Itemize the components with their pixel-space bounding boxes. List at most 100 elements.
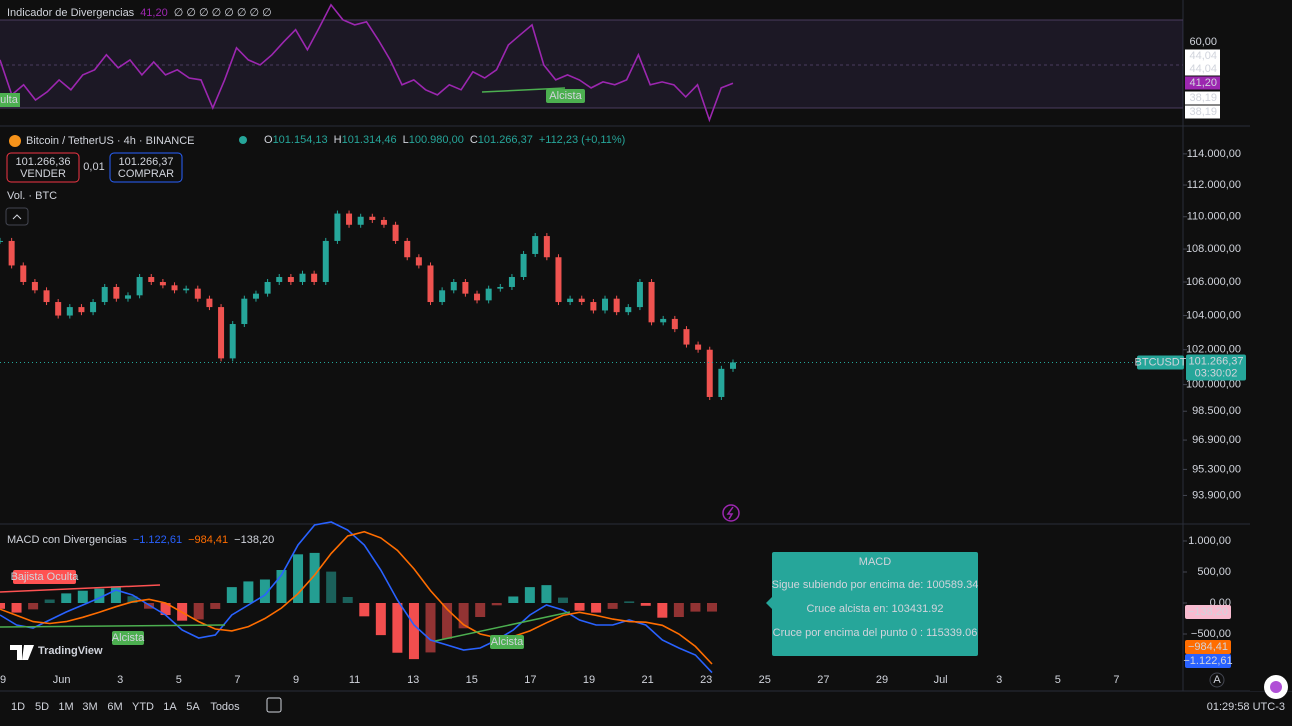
candle bbox=[636, 281, 643, 308]
candle bbox=[485, 288, 492, 301]
divergence-line bbox=[0, 624, 226, 628]
histogram-bar bbox=[392, 602, 403, 653]
candle bbox=[136, 277, 143, 296]
tooltip-line: Cruce por encima del punto 0 : 115339.06 bbox=[773, 627, 978, 639]
time-label: 21 bbox=[641, 674, 653, 686]
histogram-bar bbox=[326, 571, 337, 603]
price-tick-label: 110.000,00 bbox=[1187, 211, 1241, 223]
time-label: 23 bbox=[700, 674, 712, 686]
date-range-icon[interactable] bbox=[266, 697, 282, 713]
bitcoin-icon bbox=[9, 135, 21, 147]
candle bbox=[380, 219, 387, 225]
candle bbox=[357, 216, 364, 225]
candle bbox=[101, 286, 108, 303]
candle bbox=[462, 281, 469, 294]
candle bbox=[264, 281, 271, 294]
rsi-scale-box bbox=[1185, 49, 1220, 63]
buy-button[interactable] bbox=[109, 152, 183, 183]
scale-mode-button[interactable] bbox=[1209, 672, 1225, 688]
histogram-bar bbox=[557, 597, 568, 603]
histogram-bar bbox=[524, 587, 535, 603]
range-button[interactable]: 6M bbox=[107, 701, 122, 713]
rsi-flags: ∅ ∅ ∅ ∅ ∅ ∅ ∅ ∅ bbox=[174, 7, 272, 19]
histogram-bar bbox=[259, 579, 270, 603]
scale-mode: A bbox=[1213, 674, 1221, 686]
rsi-scale-label: 38,19 bbox=[1189, 106, 1217, 118]
macd-value-tag bbox=[1185, 654, 1231, 668]
rsi-scale-label: 44,04 bbox=[1189, 50, 1217, 62]
histogram-bar bbox=[293, 554, 304, 603]
candle bbox=[31, 281, 38, 291]
range-button[interactable]: 3M bbox=[82, 701, 97, 713]
macd-label: Alcista bbox=[112, 632, 145, 644]
tooltip bbox=[772, 552, 978, 656]
range-button[interactable]: 1D bbox=[11, 701, 25, 713]
collapse-button[interactable] bbox=[5, 207, 29, 226]
histogram-bar bbox=[243, 581, 254, 603]
change: +112,23 (+0,11%) bbox=[539, 134, 625, 146]
range-button[interactable]: 5A bbox=[186, 701, 200, 713]
histogram-bar bbox=[591, 602, 602, 613]
candle bbox=[648, 281, 655, 323]
range-button[interactable]: 1M bbox=[58, 701, 73, 713]
histogram-bar bbox=[475, 602, 486, 618]
candle bbox=[567, 298, 574, 303]
rsi-title: Indicador de Divergencias bbox=[7, 7, 135, 19]
logo-mark bbox=[10, 645, 34, 660]
histogram-bar bbox=[127, 596, 138, 603]
tooltip-arrow bbox=[766, 597, 772, 609]
lightning-icon[interactable] bbox=[722, 504, 740, 522]
macd-label: Alcista bbox=[491, 636, 524, 648]
price-tick-label: 95.300,00 bbox=[1192, 463, 1241, 475]
clock: 01:29:58 UTC-3 bbox=[1207, 701, 1285, 713]
histogram-bar bbox=[61, 593, 72, 603]
ohlc-key: C bbox=[470, 134, 478, 146]
sell-label: VENDER bbox=[20, 168, 66, 180]
price-tick-label: 96.900,00 bbox=[1192, 434, 1241, 446]
candle bbox=[159, 281, 166, 286]
histogram-bar bbox=[673, 602, 684, 618]
range-button[interactable]: Todos bbox=[210, 701, 240, 713]
histogram-bar bbox=[624, 601, 635, 603]
candle bbox=[415, 257, 422, 266]
macd-value-tag-label: −1.122,61 bbox=[1183, 655, 1232, 667]
price-tag: 101.266,37 bbox=[1188, 355, 1243, 367]
rsi-scale-box bbox=[1185, 76, 1220, 90]
candle bbox=[602, 298, 609, 311]
candle bbox=[578, 298, 585, 303]
histogram-bar bbox=[210, 602, 221, 609]
price-tick-label: 106.000,00 bbox=[1186, 276, 1241, 288]
ohlc-key: H bbox=[334, 134, 342, 146]
histogram-bar bbox=[425, 602, 436, 653]
divergence-line bbox=[0, 584, 161, 593]
rsi-scale-label: 44,04 bbox=[1189, 63, 1217, 75]
candle bbox=[299, 273, 306, 282]
candle bbox=[287, 277, 294, 282]
candle bbox=[218, 307, 225, 359]
histogram-bar bbox=[607, 602, 618, 609]
candle bbox=[322, 240, 329, 282]
candle bbox=[276, 277, 283, 282]
candle bbox=[450, 281, 457, 291]
histogram-bar bbox=[442, 602, 453, 639]
candle bbox=[543, 236, 550, 258]
candle bbox=[252, 293, 259, 299]
range-button[interactable]: 1A bbox=[163, 701, 177, 713]
candle bbox=[148, 277, 155, 282]
time-label: 19 bbox=[583, 674, 595, 686]
candle bbox=[392, 224, 399, 241]
range-button[interactable]: YTD bbox=[132, 701, 154, 713]
candle bbox=[439, 290, 446, 303]
rsi-scale-label: 41,20 bbox=[1189, 77, 1217, 89]
macd-label: Bajista Oculta bbox=[11, 571, 80, 583]
sell-button[interactable] bbox=[6, 152, 80, 183]
candle bbox=[520, 253, 527, 278]
spread: 0,01 bbox=[83, 161, 104, 173]
macd-tick-label: 1.000,00 bbox=[1188, 535, 1231, 547]
range-button[interactable]: 5D bbox=[35, 701, 49, 713]
candle bbox=[78, 307, 85, 313]
ohlc-value: 101.266,37 bbox=[478, 134, 533, 146]
candle bbox=[124, 295, 131, 299]
histogram-bar bbox=[491, 602, 502, 606]
price-tick-label: 100.000,00 bbox=[1186, 379, 1241, 391]
